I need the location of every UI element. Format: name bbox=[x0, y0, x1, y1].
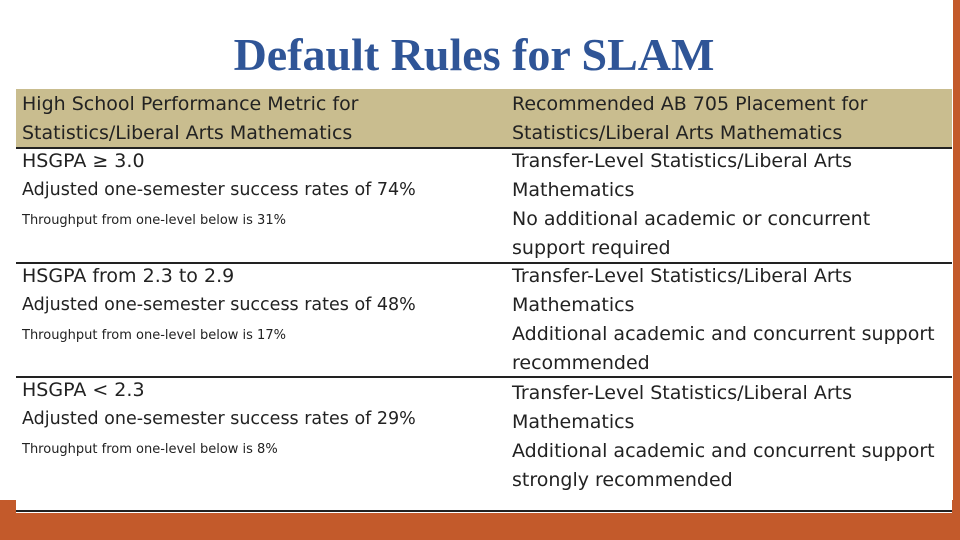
success-rate: Adjusted one-semester success rates of 2… bbox=[22, 409, 416, 429]
header-divider bbox=[16, 147, 952, 149]
table-background bbox=[16, 89, 952, 513]
placement-rules-table: High School Performance Metric for Stati… bbox=[16, 89, 952, 513]
support-line1: Additional academic and concurrent suppo… bbox=[512, 323, 935, 345]
header-placement: Recommended AB 705 Placement for Statist… bbox=[512, 90, 952, 148]
slide-title: Default Rules for SLAM bbox=[233, 29, 715, 80]
success-rate: Adjusted one-semester success rates of 4… bbox=[22, 295, 416, 315]
table-row-metric: HSGPA ≥ 3.0 Adjusted one-semester succes… bbox=[22, 147, 477, 231]
header-placement-line1: Recommended AB 705 Placement for bbox=[512, 93, 868, 115]
header-metric-line1: High School Performance Metric for bbox=[22, 93, 359, 115]
table-header-band bbox=[16, 89, 952, 148]
support-line2: recommended bbox=[512, 352, 650, 374]
table-row-metric: HSGPA from 2.3 to 2.9 Adjusted one-semes… bbox=[22, 262, 477, 346]
placement-line2: Mathematics bbox=[512, 179, 635, 201]
metric-label: HSGPA < 2.3 bbox=[22, 379, 145, 401]
header-metric: High School Performance Metric for Stati… bbox=[22, 90, 477, 148]
metric-label: HSGPA from 2.3 to 2.9 bbox=[22, 265, 235, 287]
table-row-metric: HSGPA < 2.3 Adjusted one-semester succes… bbox=[22, 376, 477, 460]
support-line2: strongly recommended bbox=[512, 469, 733, 491]
support-line1: Additional academic and concurrent suppo… bbox=[512, 440, 935, 462]
placement-line1: Transfer-Level Statistics/Liberal Arts bbox=[512, 150, 853, 172]
throughput-rate: Throughput from one-level below is 8% bbox=[22, 442, 278, 457]
header-metric-line2: Statistics/Liberal Arts Mathematics bbox=[22, 122, 353, 144]
placement-line1: Transfer-Level Statistics/Liberal Arts bbox=[512, 265, 853, 287]
support-line2: support required bbox=[512, 237, 671, 259]
throughput-rate: Throughput from one-level below is 31% bbox=[22, 213, 286, 228]
table-row-placement: Transfer-Level Statistics/Liberal Arts M… bbox=[512, 147, 952, 263]
table-bottom-rule bbox=[16, 510, 952, 512]
metric-label: HSGPA ≥ 3.0 bbox=[22, 150, 145, 172]
header-placement-line2: Statistics/Liberal Arts Mathematics bbox=[512, 122, 843, 144]
table-row-placement: Transfer-Level Statistics/Liberal Arts M… bbox=[512, 262, 952, 378]
placement-line2: Mathematics bbox=[512, 411, 635, 433]
table-row-placement: Transfer-Level Statistics/Liberal Arts M… bbox=[512, 379, 952, 495]
placement-line1: Transfer-Level Statistics/Liberal Arts bbox=[512, 382, 853, 404]
row-divider bbox=[16, 376, 952, 378]
placement-line2: Mathematics bbox=[512, 294, 635, 316]
throughput-rate: Throughput from one-level below is 17% bbox=[22, 328, 286, 343]
row-divider bbox=[16, 262, 952, 264]
support-line1: No additional academic or concurrent bbox=[512, 208, 871, 230]
success-rate: Adjusted one-semester success rates of 7… bbox=[22, 180, 416, 200]
accent-bar-right bbox=[953, 0, 960, 540]
